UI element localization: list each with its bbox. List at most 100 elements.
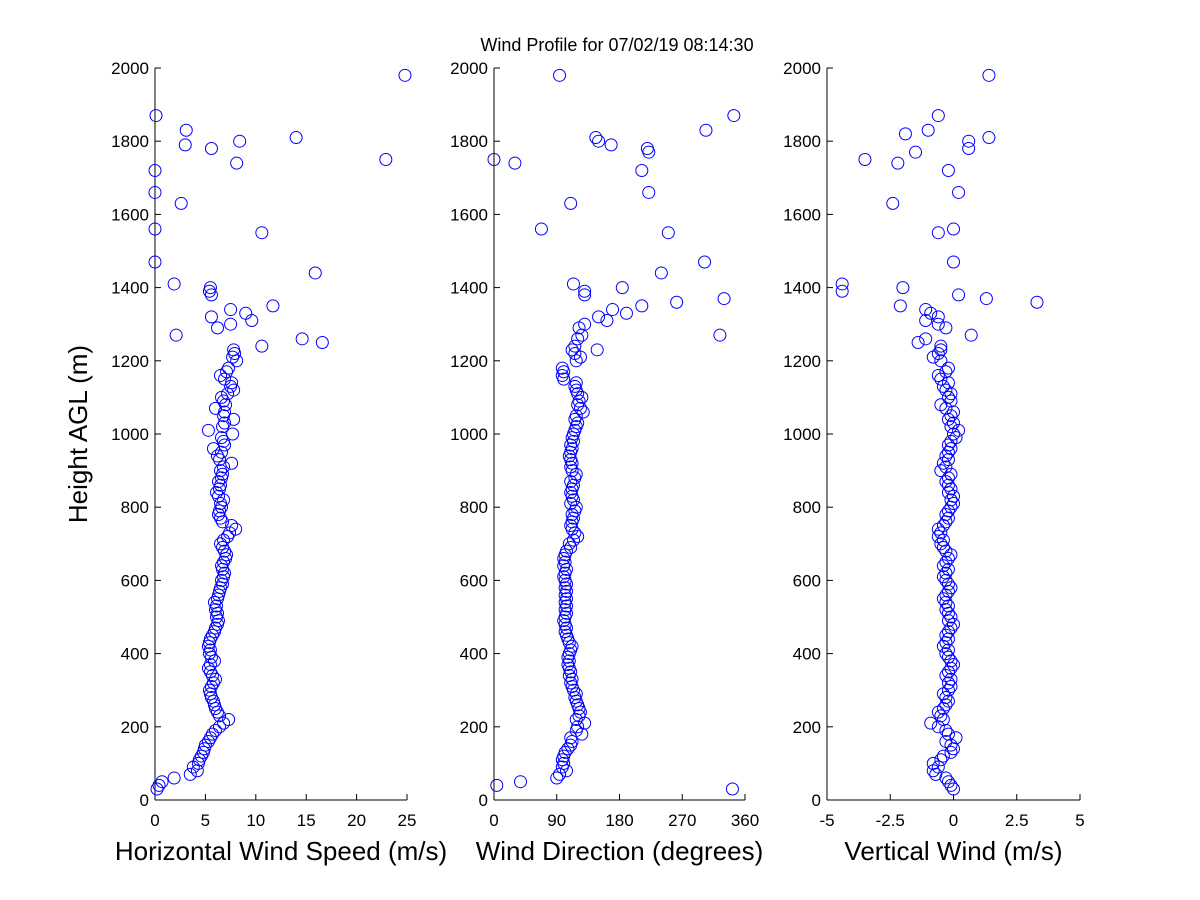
data-point [562,537,576,551]
y-tick-label: 1400 [111,279,149,298]
data-point [148,222,162,236]
data-point [835,284,849,298]
data-point [936,540,950,554]
data-point [952,185,966,199]
x-tick-label: 25 [398,811,417,830]
data-point [939,647,953,661]
data-point [201,423,215,437]
data-point [571,332,585,346]
data-point [208,723,222,737]
data-point [941,445,955,459]
data-point [939,628,953,642]
data-point [939,383,953,397]
data-point [215,573,229,587]
data-point [725,782,739,796]
data-point [217,434,231,448]
data-point [201,734,215,748]
data-point [213,453,227,467]
data-point [167,277,181,291]
data-point [210,449,224,463]
data-point [198,738,212,752]
data-point [208,672,222,686]
data-point [941,471,955,485]
data-point [214,537,228,551]
data-point [148,185,162,199]
data-point [217,555,231,569]
data-point [169,328,183,342]
data-point [941,390,955,404]
data-point [534,222,548,236]
data-point [934,709,948,723]
data-point [931,317,945,331]
data-point [220,548,234,562]
data-point [1030,295,1044,309]
data-point [148,255,162,269]
y-tick-label: 1600 [450,205,488,224]
data-point [218,372,232,386]
x-tick-label: -5 [819,811,834,830]
y-tick-label: 1800 [111,132,149,151]
x-tick-label: -2.5 [876,811,905,830]
data-point [566,533,580,547]
y-tick-label: 800 [121,498,149,517]
data-point [939,460,953,474]
data-point [255,226,269,240]
data-point [565,508,579,522]
data-point [379,153,393,166]
data-point [155,775,169,789]
data-point [944,394,958,408]
data-point [266,299,280,313]
data-point [229,522,243,536]
y-tick-label: 1200 [111,352,149,371]
data-point [568,339,582,353]
data-point [214,478,228,492]
data-point [569,409,583,423]
data-point [215,445,229,459]
data-point [218,405,232,419]
data-point [203,731,217,745]
y-tick-label: 1400 [783,279,821,298]
data-point [208,621,222,635]
data-point [926,756,940,770]
data-point [230,354,244,368]
panel-vertical-wind: 0 200 400 600 800 1000 1200 1400 1600 1800 2000 -5 -… [783,59,1085,866]
data-point [167,771,181,785]
data-point [224,303,238,317]
data-point [606,303,620,317]
data-point [566,277,580,291]
x-tick-label: 15 [297,811,316,830]
data-point [941,163,955,177]
data-point [934,372,948,386]
y-tick-label: 400 [793,645,821,664]
data-point [654,266,668,280]
data-point [202,683,216,697]
data-point [934,354,948,368]
data-point [214,511,228,525]
data-point [713,328,727,342]
y-tick-label: 1800 [783,132,821,151]
data-point [941,361,955,375]
data-point [216,467,230,481]
data-point [217,533,231,547]
data-point [227,343,241,357]
data-point [203,632,217,646]
data-point [589,131,603,145]
data-point [931,310,945,324]
data-point [152,778,166,792]
data-point [206,442,220,456]
data-point [215,431,229,445]
y-tick-label: 600 [460,571,488,590]
data-point [205,727,219,741]
data-point [640,142,654,156]
y-tick-label: 1800 [450,132,488,151]
data-point [919,332,933,346]
figure-title: Wind Profile for 07/02/19 08:14:30 [480,35,753,55]
data-point [835,277,849,291]
data-point [592,134,606,148]
x-tick-label: 10 [246,811,265,830]
data-point [941,775,955,789]
data-point [939,475,953,489]
y-tick-label: 800 [793,498,821,517]
data-point [941,478,955,492]
data-point [717,292,731,306]
